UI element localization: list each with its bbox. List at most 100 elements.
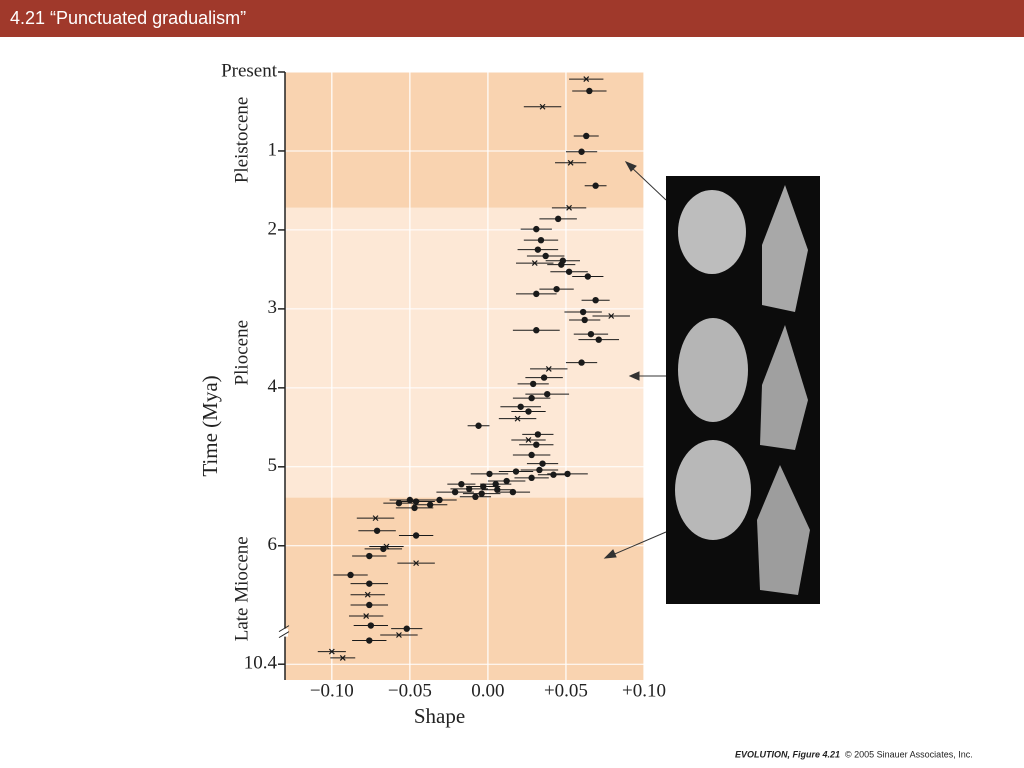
arrow	[609, 531, 667, 557]
x-axis-label: Shape	[414, 704, 465, 728]
shell	[678, 190, 746, 274]
point	[458, 480, 465, 488]
epoch-band	[285, 207, 644, 498]
point	[544, 390, 551, 398]
point	[478, 490, 485, 497]
point	[411, 504, 418, 512]
point	[567, 159, 574, 166]
point	[536, 466, 543, 474]
point	[558, 261, 565, 268]
plot: Pleistocene Pliocene Late Miocene Present 1 2…	[198, 60, 666, 727]
point	[412, 532, 420, 539]
point	[553, 285, 560, 293]
y-tick-label: 2	[268, 218, 278, 239]
y-tick-label: 1	[268, 139, 278, 160]
point	[539, 460, 546, 467]
point	[509, 488, 517, 496]
point	[592, 296, 599, 304]
point	[406, 496, 414, 504]
point	[595, 336, 602, 343]
point	[534, 431, 542, 438]
specimen-photo	[666, 176, 820, 604]
point	[372, 515, 379, 522]
point	[528, 394, 535, 402]
point	[533, 290, 540, 298]
point	[579, 308, 587, 316]
axis-break-gap	[282, 628, 288, 637]
figure-credit: EVOLUTION, Figure 4.21	[735, 749, 840, 759]
point	[584, 273, 592, 280]
point	[550, 471, 557, 478]
point	[533, 327, 540, 334]
point	[586, 87, 593, 95]
slide-title: 4.21 “Punctuated gradualism”	[10, 8, 246, 28]
y-axis-label: Time (Mya)	[198, 375, 222, 476]
point	[608, 313, 615, 319]
point	[578, 359, 585, 366]
point	[412, 498, 420, 505]
point	[564, 470, 571, 478]
point	[366, 601, 373, 609]
point	[514, 415, 521, 422]
point	[525, 408, 532, 415]
point	[583, 132, 590, 140]
y-tick-label: 4	[268, 376, 278, 397]
point	[565, 268, 573, 275]
copyright: © 2005 Sinauer Associates, Inc.	[845, 749, 973, 759]
point	[339, 654, 346, 661]
point	[545, 365, 552, 372]
point	[396, 632, 402, 638]
point	[486, 470, 493, 478]
arrow-head	[603, 549, 617, 559]
shell	[760, 325, 808, 450]
point	[554, 215, 562, 223]
point	[517, 403, 524, 410]
point	[503, 477, 510, 485]
arrow-head	[628, 371, 640, 381]
point	[494, 486, 501, 493]
y-tick-label: 3	[268, 297, 278, 318]
point	[512, 468, 520, 475]
point	[578, 148, 585, 155]
point	[363, 613, 370, 619]
y-tick-label: Present	[221, 60, 278, 81]
point	[534, 246, 542, 253]
point	[583, 76, 590, 83]
epoch-label: Late Miocene	[231, 536, 252, 641]
y-tick-label: 6	[268, 534, 278, 555]
epoch-label: Pliocene	[231, 320, 252, 385]
point	[366, 552, 373, 560]
point	[383, 543, 390, 550]
arrow	[629, 165, 667, 201]
x-tick-label: 0.00	[471, 680, 504, 701]
point	[542, 252, 549, 260]
point	[529, 380, 537, 388]
x-tick-label: +0.05	[544, 680, 588, 701]
point	[413, 560, 420, 567]
point	[480, 483, 487, 490]
point	[367, 622, 375, 629]
x-tick-label: −0.10	[310, 680, 354, 701]
point	[540, 374, 548, 381]
y-tick-label: 10.4	[244, 653, 278, 674]
point	[373, 527, 381, 534]
axis-break	[278, 631, 290, 639]
arrow-head	[624, 161, 637, 172]
point	[395, 499, 403, 507]
point	[366, 637, 373, 644]
point	[492, 480, 499, 488]
point	[465, 485, 473, 493]
shell	[757, 465, 810, 595]
point	[426, 501, 434, 508]
point	[328, 648, 335, 655]
point	[533, 441, 540, 448]
point	[403, 625, 410, 632]
header-bar	[0, 0, 1024, 37]
epoch-band	[285, 497, 644, 680]
point	[472, 493, 479, 501]
point	[528, 451, 535, 459]
point	[475, 422, 482, 429]
point	[531, 260, 538, 267]
point	[451, 488, 459, 496]
y-tick-label: 5	[268, 455, 278, 476]
